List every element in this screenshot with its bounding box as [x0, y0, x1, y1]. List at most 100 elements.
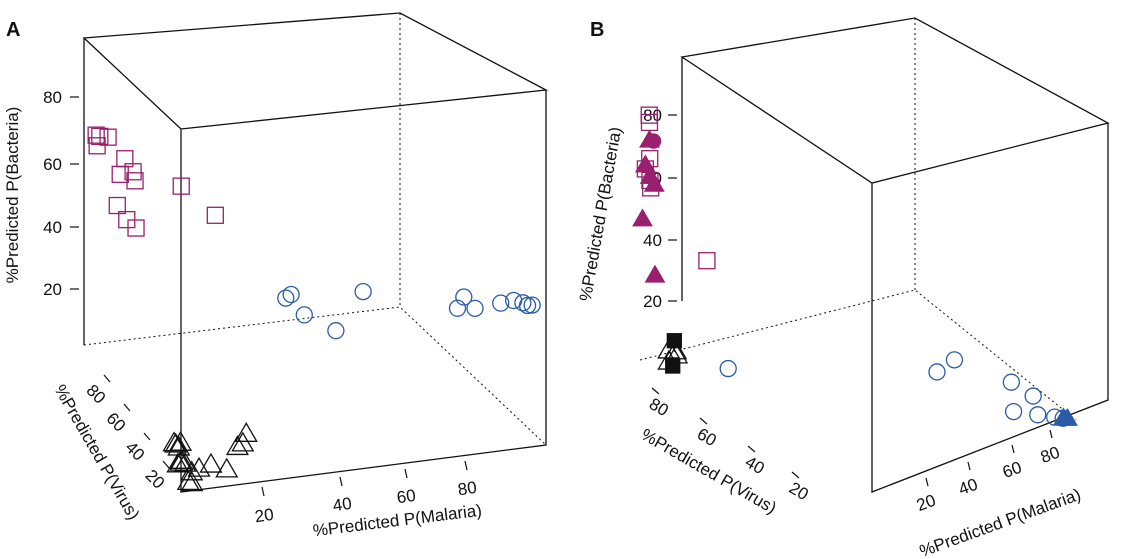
panel-a-virus-point	[187, 456, 211, 477]
panel-b-bacteria-point	[698, 252, 716, 270]
panel-b-z-tick: 40	[643, 231, 662, 250]
panel-a-virus-point	[180, 460, 204, 481]
panel-b-bacteria-point	[632, 208, 653, 227]
panel-a-bacteria-point	[99, 128, 117, 146]
panel-b-letter: B	[590, 19, 604, 41]
panel-a-z-tick: 60	[43, 155, 62, 174]
panel-a-bacteria-point	[111, 165, 129, 184]
panel-b-malaria-point	[1029, 406, 1047, 424]
panel-b-malaria-point	[1002, 373, 1020, 391]
panel-b-bacteria-point	[644, 264, 666, 283]
panel-a-y-tick-mark	[162, 460, 170, 469]
data-points	[87, 106, 1078, 492]
panel-a-malaria-point	[354, 282, 372, 301]
panel-a-malaria-point	[327, 322, 345, 340]
panel-a-x-tick-mark	[464, 460, 468, 471]
panel-b-x-tick: 60	[1000, 458, 1024, 482]
panel-b-malaria-point	[945, 351, 964, 369]
panel-a-x-tick-mark	[404, 468, 408, 479]
panel-b-y-tick-mark	[791, 471, 800, 479]
panel-b-y-tick: 60	[694, 424, 720, 450]
panel-b-box-hidden	[639, 18, 1077, 421]
panel-a-z-axis: 20 40 60 80 %Predicted P(Bacteria)	[3, 88, 79, 299]
panel-b-y-tick-mark	[651, 387, 660, 395]
panel-b-x-tick-mark	[1049, 429, 1053, 439]
panel-b-x-tick: 20	[914, 491, 938, 515]
panel-b-y-tick: 80	[646, 394, 672, 420]
panel-a-malaria-point	[523, 296, 541, 314]
panel-a-x-tick-mark	[339, 476, 343, 487]
panel-a-letter: A	[6, 19, 20, 41]
panel-a-virus-point	[180, 471, 204, 492]
panel-a-malaria-point	[518, 296, 537, 315]
panel-a-malaria-point	[466, 299, 484, 317]
panel-a-y-tick: 80	[82, 381, 109, 408]
panel-b-malaria-point	[1004, 402, 1023, 421]
panel-a-malaria-point	[492, 294, 510, 312]
panel-a-bacteria-point	[172, 177, 190, 195]
panel-a-y-axis: 80 60 40 20 %Predicted P(Virus)	[50, 374, 170, 523]
panel-a-x-tick: 40	[332, 494, 353, 515]
panel-a-x-tick: 20	[254, 505, 275, 526]
panel-a-y-tick-mark	[143, 432, 151, 441]
panel-a-virus-point	[169, 449, 193, 469]
panel-b-malaria-point	[719, 359, 737, 378]
panel-a-y-tick: 60	[102, 409, 129, 436]
panel-b-virus-point	[665, 358, 681, 374]
panel-a-bacteria-point	[206, 206, 224, 224]
panel-a-box-solid	[82, 12, 549, 493]
panel-a-box-hidden	[83, 13, 547, 446]
panel-a-virus-point	[173, 451, 197, 472]
panel-b-x-tick: 80	[1038, 443, 1062, 467]
panel-a-x-tick: 80	[457, 478, 478, 499]
panel-b-z-tick: 20	[643, 292, 662, 311]
panel-b: B 20 40 60 80 %Predicted P(Bacteria) 20 …	[576, 17, 1110, 559]
panel-a-z-tick: 80	[43, 88, 62, 107]
panel-a-malaria-point	[514, 294, 532, 312]
panel-a-malaria-point	[448, 299, 467, 317]
panel-a-x-axis: 20 40 60 80 %Predicted P(Malaria)	[254, 460, 483, 540]
panel-b-malaria-point	[1053, 407, 1074, 426]
panel-b-z-tick: 80	[643, 106, 662, 125]
panel-a-bacteria-point	[124, 163, 142, 181]
panel-a-z-tick: 40	[43, 218, 62, 237]
panel-b-x-label: %Predicted P(Malaria)	[917, 485, 1083, 559]
panel-b-x-tick-mark	[967, 461, 971, 471]
panel-a-virus-point	[162, 431, 186, 452]
panel-b-virus-point	[666, 333, 682, 349]
panel-a: A 20 40 60 80 %Predicted P(Bacteria) 20 …	[3, 12, 549, 540]
panel-b-box-solid	[680, 17, 1110, 493]
panel-a-malaria-point	[295, 306, 313, 324]
panel-b-z-label: %Predicted P(Bacteria)	[576, 125, 625, 302]
panel-a-y-tick: 20	[141, 466, 168, 493]
panel-a-z-label: %Predicted P(Bacteria)	[3, 107, 22, 284]
panel-a-y-tick-mark	[103, 374, 111, 383]
panel-b-y-axis: 80 60 40 20 %Predicted P(Virus)	[638, 387, 812, 518]
panel-a-malaria-point	[277, 289, 295, 307]
panel-a-y-tick: 40	[121, 438, 148, 465]
panel-b-bacteria-point	[643, 173, 665, 192]
panel-b-malaria-point	[1024, 387, 1042, 405]
panel-b-x-tick-mark	[925, 477, 929, 487]
panel-a-bacteria-point	[127, 219, 145, 237]
panel-a-virus-point	[234, 421, 258, 442]
panel-b-bacteria-point	[645, 133, 662, 149]
panel-a-malaria-point	[455, 288, 473, 306]
panel-a-bacteria-point	[108, 196, 126, 215]
panel-a-malaria-point	[282, 285, 300, 304]
panel-b-x-tick-mark	[1011, 444, 1015, 454]
panel-a-bacteria-point	[87, 126, 105, 144]
panel-a-virus-point	[215, 457, 239, 478]
panel-b-y-tick-mark	[747, 445, 756, 453]
panel-a-z-tick: 20	[43, 280, 62, 299]
panel-a-bacteria-point	[126, 172, 144, 190]
panel-a-x-tick-mark	[261, 486, 265, 497]
panel-b-y-tick: 20	[786, 478, 812, 504]
panel-b-y-tick-mark	[699, 417, 708, 425]
panel-a-virus-point	[225, 435, 250, 456]
panel-a-y-tick-mark	[123, 403, 131, 412]
panel-b-x-axis: 20 40 60 80 %Predicted P(Malaria)	[914, 429, 1083, 559]
panel-b-y-tick: 40	[742, 452, 768, 478]
